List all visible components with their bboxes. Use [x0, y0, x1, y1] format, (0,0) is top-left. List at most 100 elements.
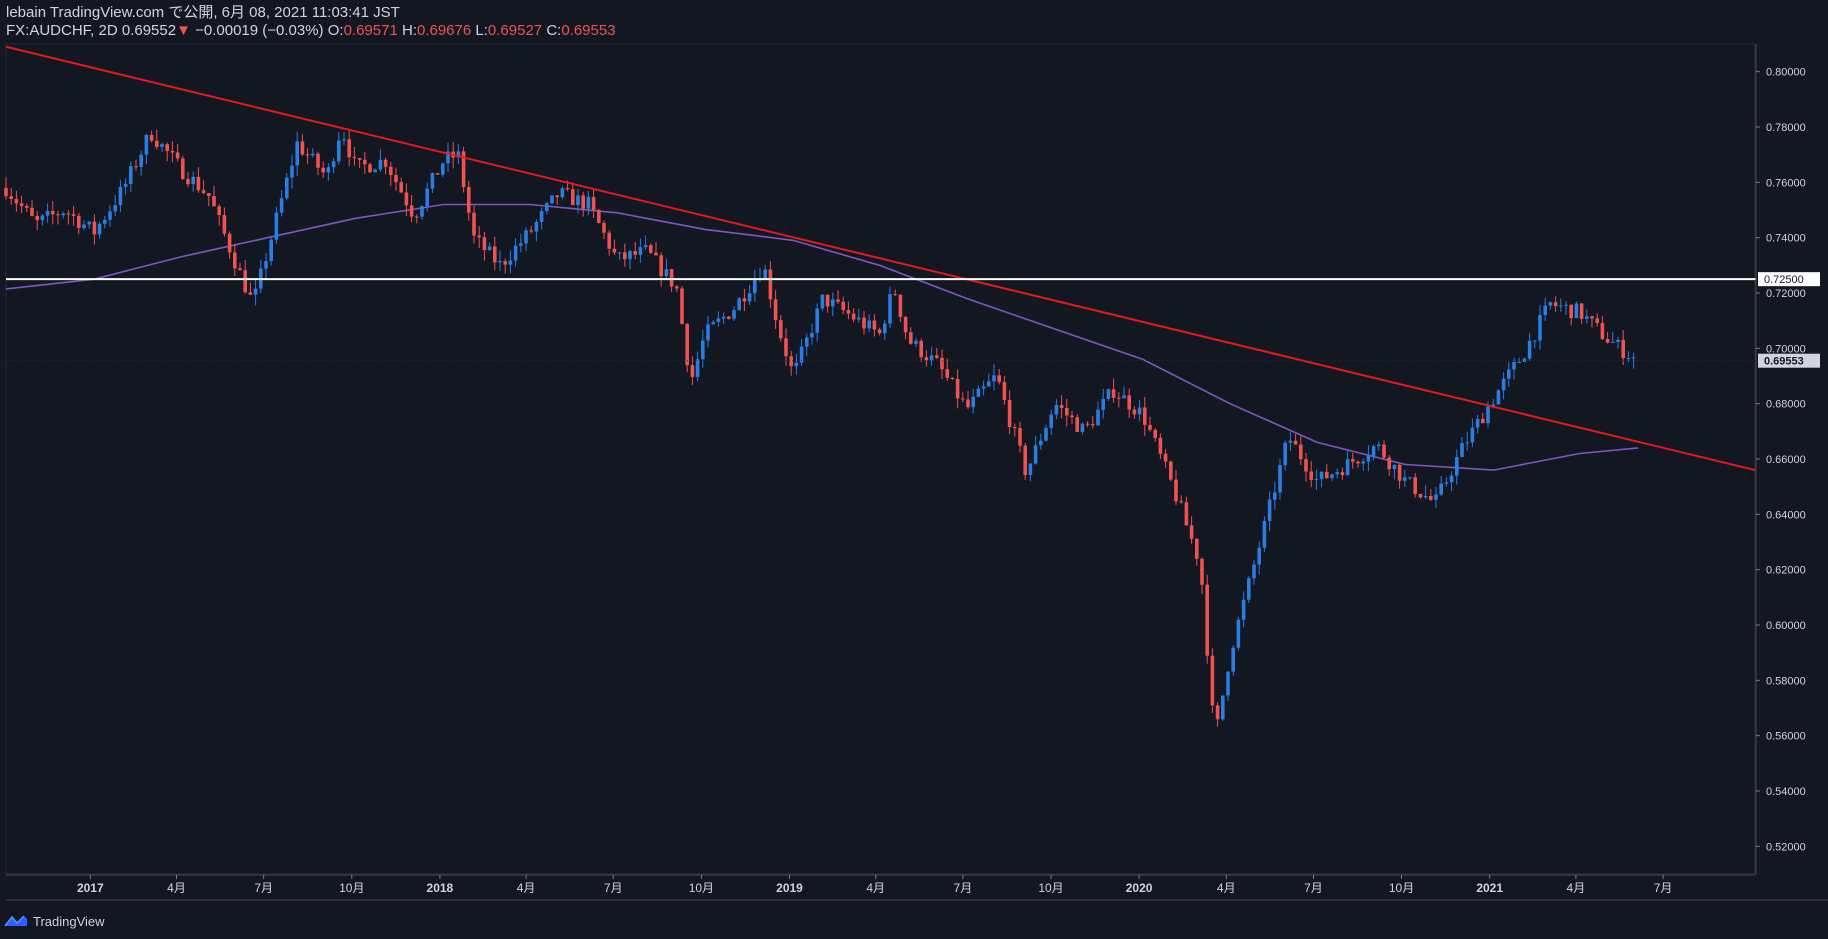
candle[interactable] [1439, 475, 1443, 497]
candle[interactable] [342, 132, 346, 146]
x-tick-label[interactable]: 7月 [604, 881, 623, 895]
y-tick-label[interactable]: 0.80000 [1766, 67, 1806, 79]
candle[interactable] [1039, 433, 1043, 450]
candle[interactable] [248, 282, 253, 296]
candle[interactable] [1299, 436, 1303, 466]
candle[interactable] [1137, 399, 1142, 422]
candle[interactable] [1600, 315, 1605, 341]
candle[interactable] [1590, 315, 1594, 328]
candle[interactable] [825, 294, 830, 313]
candle[interactable] [1616, 337, 1620, 349]
candle[interactable] [1091, 415, 1095, 429]
candle[interactable] [841, 296, 845, 315]
candle[interactable] [279, 190, 284, 217]
candle[interactable] [1283, 440, 1287, 471]
candle[interactable] [181, 155, 185, 180]
candle[interactable] [487, 242, 492, 251]
candles-layer[interactable] [4, 129, 1636, 727]
candle[interactable] [643, 235, 648, 250]
candle[interactable] [675, 284, 679, 293]
candle[interactable] [175, 144, 180, 162]
candle[interactable] [1626, 351, 1631, 362]
candle[interactable] [1179, 495, 1183, 504]
candle[interactable] [1158, 433, 1163, 459]
x-tick-label[interactable]: 2020 [1126, 881, 1153, 895]
candle[interactable] [347, 130, 351, 167]
x-tick-label[interactable]: 2018 [427, 881, 454, 895]
candle[interactable] [430, 172, 435, 194]
candle[interactable] [217, 204, 221, 226]
candle[interactable] [576, 188, 580, 214]
candle[interactable] [654, 242, 658, 256]
candle[interactable] [1262, 516, 1267, 552]
candle[interactable] [1605, 331, 1610, 344]
y-tick-label[interactable]: 0.66000 [1766, 454, 1806, 466]
candle[interactable] [321, 161, 325, 178]
candle[interactable] [1434, 487, 1438, 508]
candle[interactable] [435, 173, 440, 175]
candle[interactable] [1377, 441, 1381, 452]
candle[interactable] [144, 133, 149, 164]
candle[interactable] [851, 308, 856, 323]
candle[interactable] [1455, 449, 1459, 485]
candle[interactable] [794, 353, 799, 375]
candle[interactable] [285, 172, 289, 201]
candle[interactable] [831, 292, 835, 316]
candle[interactable] [97, 221, 102, 239]
x-tick-label[interactable]: 10月 [1389, 881, 1414, 895]
candle[interactable] [1382, 440, 1386, 460]
y-tick-label[interactable]: 0.60000 [1766, 620, 1806, 632]
y-tick-label[interactable]: 0.74000 [1766, 233, 1806, 245]
candle[interactable] [1366, 445, 1371, 472]
candle[interactable] [628, 249, 632, 270]
candle[interactable] [534, 219, 539, 242]
candle[interactable] [571, 182, 575, 206]
candle[interactable] [555, 195, 559, 205]
candle[interactable] [9, 188, 13, 205]
candle[interactable] [539, 207, 544, 230]
candle[interactable] [836, 290, 840, 305]
candle[interactable] [1356, 460, 1360, 468]
candle[interactable] [1132, 406, 1137, 419]
candle[interactable] [1330, 473, 1334, 482]
candle[interactable] [1559, 298, 1563, 312]
candle[interactable] [992, 364, 996, 391]
candle[interactable] [508, 250, 513, 274]
candle[interactable] [389, 161, 393, 187]
candle[interactable] [747, 284, 752, 305]
candle[interactable] [1080, 422, 1085, 435]
candle[interactable] [1226, 671, 1230, 702]
candle[interactable] [1221, 695, 1225, 721]
candle[interactable] [1314, 469, 1319, 491]
candle[interactable] [732, 306, 736, 322]
candle[interactable] [243, 260, 247, 294]
candle[interactable] [1028, 463, 1033, 482]
last-price-label[interactable]: 0.69553 [1764, 356, 1804, 368]
candle[interactable] [810, 323, 814, 345]
candle[interactable] [253, 279, 258, 306]
candle[interactable] [690, 356, 695, 386]
candle[interactable] [524, 227, 528, 251]
candle[interactable] [773, 289, 778, 330]
candle[interactable] [1569, 304, 1573, 326]
candle[interactable] [446, 142, 450, 172]
x-tick-label[interactable]: 4月 [1217, 881, 1236, 895]
y-tick-label[interactable]: 0.56000 [1766, 731, 1806, 743]
candle[interactable] [971, 389, 975, 414]
x-tick-label[interactable]: 7月 [1654, 881, 1673, 895]
y-tick-label[interactable]: 0.72000 [1766, 288, 1806, 300]
candle[interactable] [945, 358, 949, 382]
candle[interactable] [305, 148, 310, 164]
candle[interactable] [1465, 431, 1469, 451]
candle[interactable] [1111, 378, 1116, 404]
candle[interactable] [1184, 496, 1189, 526]
candle[interactable] [56, 210, 60, 225]
candle[interactable] [233, 243, 237, 277]
candle[interactable] [888, 286, 892, 328]
candle[interactable] [155, 129, 159, 150]
candle[interactable] [108, 205, 112, 227]
candle[interactable] [35, 210, 39, 231]
x-tick-label[interactable]: 4月 [167, 881, 186, 895]
x-tick-label[interactable]: 2017 [77, 881, 104, 895]
candle[interactable] [326, 163, 331, 181]
